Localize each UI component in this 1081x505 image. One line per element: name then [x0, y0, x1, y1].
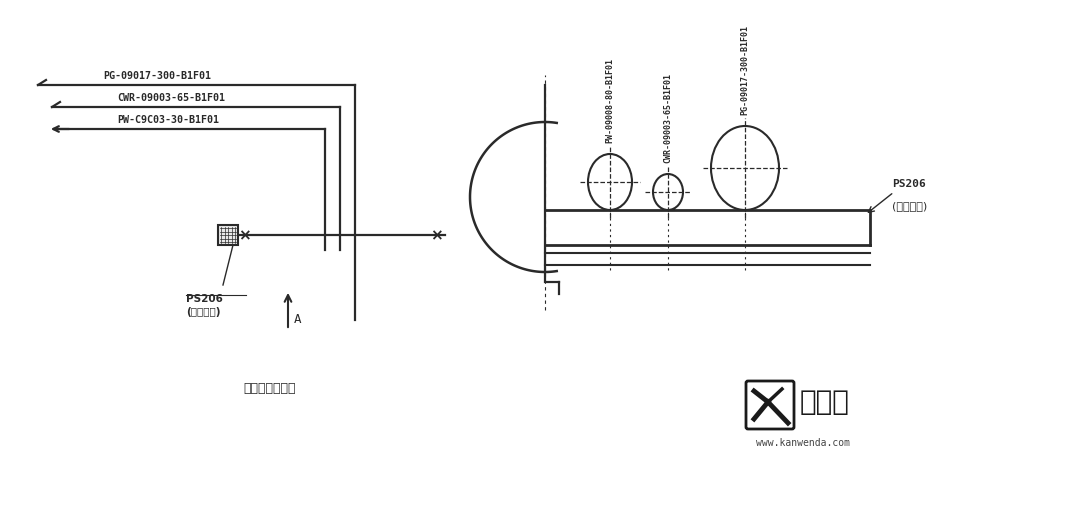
Text: ×: ×	[429, 228, 442, 243]
Text: 管架平面布置图: 管架平面布置图	[243, 381, 296, 394]
Ellipse shape	[653, 175, 683, 211]
Text: (管架编号): (管架编号)	[892, 200, 927, 211]
Ellipse shape	[588, 155, 632, 211]
Text: PS206: PS206	[892, 179, 925, 189]
Text: PG-09017-300-B1F01: PG-09017-300-B1F01	[740, 25, 749, 115]
Text: ×: ×	[238, 228, 251, 243]
Text: A: A	[294, 313, 302, 325]
Text: CWR-09003-65-B1F01: CWR-09003-65-B1F01	[664, 73, 672, 163]
Bar	[218, 226, 238, 245]
Text: PW-C9C03-30-B1F01: PW-C9C03-30-B1F01	[117, 115, 219, 125]
Text: www.kanwenda.com: www.kanwenda.com	[756, 437, 850, 447]
Text: CWR-09003-65-B1F01: CWR-09003-65-B1F01	[117, 93, 225, 103]
Text: 看问答: 看问答	[800, 387, 850, 415]
Text: PG-09017-300-B1F01: PG-09017-300-B1F01	[103, 71, 211, 81]
Ellipse shape	[711, 127, 779, 211]
Text: PS206
(管架编号): PS206 (管架编号)	[186, 293, 223, 317]
Text: PW-09008-80-B1F01: PW-09008-80-B1F01	[605, 58, 614, 143]
